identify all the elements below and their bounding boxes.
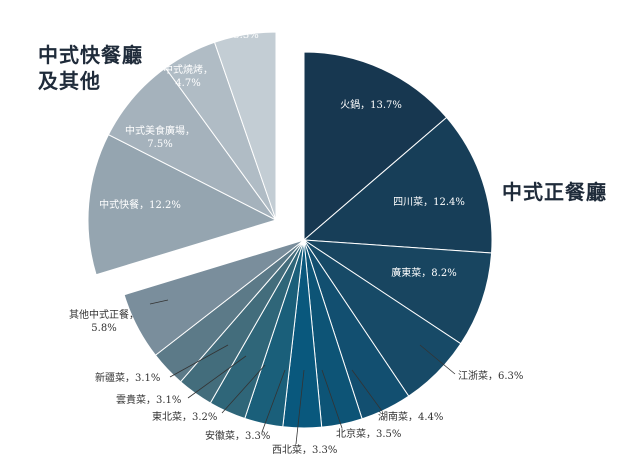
slice-label: 廣東菜，8.2% [391,266,456,279]
slice-label: 四川菜，12.4% [393,196,465,208]
quick-service-title-line2: 及其他 [38,69,101,93]
slice-label: 其他中式正餐， 5.8% [69,308,139,334]
slice-label: 其他，5.3% [203,28,258,41]
slice-label: 新疆菜，3.1% [95,371,160,384]
pie-slice [302,116,493,254]
quick-service-group-title: 中式快餐廳 及其他 [38,42,188,94]
pie-slice [87,133,278,276]
leader-line [419,344,456,375]
slice-label: 東北菜，3.2% [152,410,217,423]
slice-label: 雲貴菜，3.1% [116,393,181,406]
leader-line [221,364,266,414]
slice-label: 中式美食廣場， 7.5% [125,124,195,150]
pie-slice [213,31,277,221]
slice-label: 西北菜，3.3% [272,444,337,456]
leader-line [321,369,343,429]
leader-line [187,355,247,399]
slice-label: 中式快餐，12.2% [99,198,181,211]
slice-label: 火鍋，13.7% [340,98,402,111]
quick-service-title-line1: 中式快餐廳 [38,43,143,67]
pie-slice [123,239,305,356]
slice-label: 安徽菜，3.3% [205,429,270,442]
slice-label: 江浙菜，6.3% [458,370,523,382]
slice-label: 中式燒烤， 4.7% [163,63,213,89]
leader-line [149,299,169,305]
full-service-group-title: 中式正餐廳 [502,180,607,204]
leader-line [351,369,383,412]
slice-label: 北京菜，3.5% [336,427,401,440]
leader-line [261,369,286,433]
leader-line [295,369,305,445]
leader-line [169,344,229,378]
pie-slice [303,51,448,242]
pie-slice [302,239,493,345]
slice-label: 湖南菜，4.4% [378,410,443,423]
